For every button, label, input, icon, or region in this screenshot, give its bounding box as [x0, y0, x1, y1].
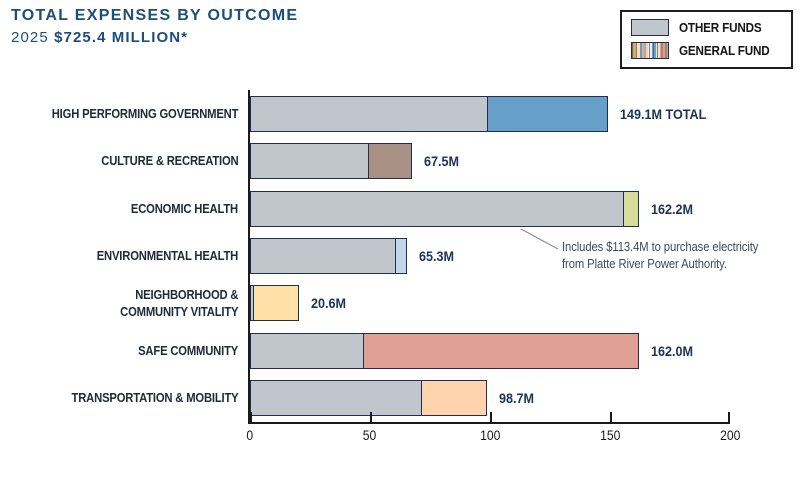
category-label: TRANSPORTATION & MOBILITY — [71, 391, 238, 406]
value-label: 162.0M — [650, 342, 693, 359]
legend-item-general-fund: GENERAL FUND — [631, 42, 780, 59]
general-fund-swatch-icon — [631, 42, 669, 59]
axis-tick — [728, 412, 730, 422]
stacked-bar — [250, 285, 300, 322]
page-subtitle: 2025 $725.4 MILLION* — [11, 29, 298, 46]
value-label: 162.2M — [651, 200, 694, 217]
other-funds-segment — [250, 380, 424, 417]
bar-row: CULTURE & RECREATION 67.5M — [101, 143, 730, 180]
general-fund-segment — [368, 143, 412, 180]
bar-row: ECONOMIC HEALTH 162.2M — [131, 190, 730, 227]
axis-tick-label: 50 — [363, 428, 377, 443]
general-fund-segment — [421, 380, 487, 417]
axis-tick-label: 100 — [479, 428, 501, 443]
subtitle-amount: $725.4 MILLION* — [54, 29, 189, 46]
legend-label: GENERAL FUND — [679, 43, 770, 58]
value-label: 149.1M TOTAL — [619, 105, 707, 122]
value-label: 20.6M — [311, 295, 347, 312]
axis-tick-label: 200 — [719, 428, 741, 443]
general-fund-segment — [253, 285, 300, 322]
legend-item-other-funds: OTHER FUNDS — [631, 19, 780, 36]
stacked-bar — [250, 380, 487, 417]
bar-row: TRANSPORTATION & MOBILITY 98.7M — [71, 380, 730, 417]
title-block: TOTAL EXPENSES BY OUTCOME 2025 $725.4 MI… — [11, 7, 298, 46]
legend-label: OTHER FUNDS — [679, 20, 762, 35]
page-title: TOTAL EXPENSES BY OUTCOME — [11, 7, 299, 24]
category-label: ENVIRONMENTAL HEALTH — [96, 248, 239, 263]
value-label: 98.7M — [498, 390, 534, 407]
general-fund-segment — [394, 238, 407, 274]
bar-row: NEIGHBORHOOD & COMMUNITY VITALITY 20.6M — [120, 285, 730, 322]
value-label: 67.5M — [424, 153, 460, 170]
bar-row: ENVIRONMENTAL HEALTH 65.3M — [97, 238, 730, 274]
stacked-bar — [250, 332, 639, 369]
stacked-bar — [250, 95, 608, 132]
axis-tick-label: 0 — [246, 428, 254, 443]
category-label: NEIGHBORHOOD & COMMUNITY VITALITY — [119, 288, 238, 319]
general-fund-segment — [622, 190, 640, 227]
subtitle-year: 2025 — [11, 29, 49, 46]
bar-chart-plot-area: HIGH PERFORMING GOVERNMENT 149.1M TOTAL CU… — [51, 90, 740, 443]
other-funds-swatch-icon — [631, 19, 669, 36]
stacked-bar — [250, 190, 640, 227]
axis-tick — [370, 412, 372, 422]
axis-tick — [250, 412, 252, 422]
other-funds-segment — [250, 95, 489, 132]
category-label: CULTURE & RECREATION — [100, 154, 238, 169]
bar-row: SAFE COMMUNITY 162.0M — [138, 332, 730, 369]
axis-tick-label: 150 — [599, 428, 621, 443]
value-label: 65.3M — [418, 248, 454, 264]
category-label: ECONOMIC HEALTH — [130, 201, 238, 216]
general-fund-segment — [487, 95, 608, 132]
stacked-bar — [250, 238, 407, 274]
annotation-text: Includes $113.4M to purchase electricity… — [562, 240, 759, 271]
legend: OTHER FUNDS GENERAL FUND — [620, 10, 793, 69]
other-funds-segment — [250, 238, 397, 274]
general-fund-segment — [363, 332, 639, 369]
category-label: SAFE COMMUNITY — [138, 343, 238, 358]
category-label: HIGH PERFORMING GOVERNMENT — [51, 106, 238, 121]
axis-tick — [610, 412, 612, 422]
bar-row: HIGH PERFORMING GOVERNMENT 149.1M TOTAL — [51, 95, 730, 132]
other-funds-segment — [250, 332, 365, 369]
stacked-bar — [250, 143, 412, 180]
other-funds-segment — [250, 143, 370, 180]
axis-tick — [490, 412, 492, 422]
other-funds-segment — [250, 190, 625, 227]
